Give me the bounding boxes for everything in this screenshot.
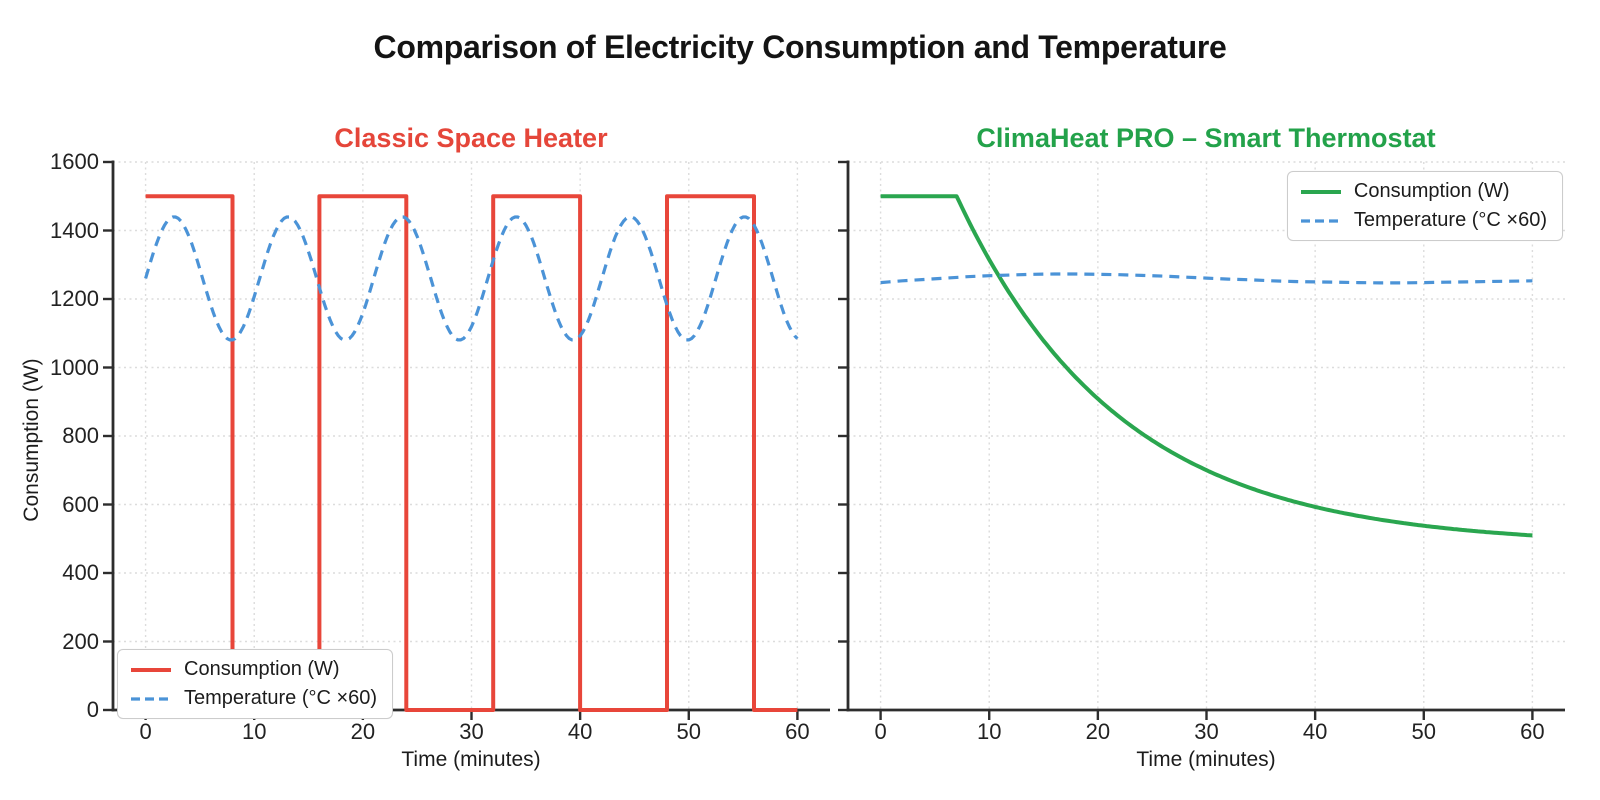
left-plot-canvas <box>103 160 830 720</box>
legend-item-consumption: Consumption (W) <box>130 657 377 682</box>
legend-label-temperature: Temperature (°C ×60) <box>184 687 378 709</box>
right-plot-title: ClimaHeat PRO – Smart Thermostat <box>976 123 1436 153</box>
left-plot-title: Classic Space Heater <box>334 123 608 153</box>
legend-item-consumption: Consumption (W) <box>1300 179 1547 204</box>
x-tick-label: 50 <box>1411 719 1437 744</box>
y-tick-label: 1200 <box>50 286 99 311</box>
legend-item-temperature: Temperature (°C ×60) <box>130 686 377 711</box>
figure-title: Comparison of Electricity Consumption an… <box>373 29 1227 65</box>
x-tick-label: 0 <box>874 719 887 744</box>
y-tick-label: 1400 <box>50 217 99 243</box>
y-tick-label: 600 <box>62 491 99 517</box>
x-tick-label: 50 <box>676 719 702 744</box>
x-tick-label: 10 <box>976 719 1002 744</box>
right-x-axis-label: Time (minutes) <box>1136 748 1276 771</box>
y-tick-label: 0 <box>86 697 99 722</box>
left-legend: Consumption (W) Temperature (°C ×60) <box>117 649 394 719</box>
y-tick-label: 800 <box>62 423 99 448</box>
temperature-line <box>880 272 1533 285</box>
y-tick-label: 200 <box>62 628 99 654</box>
blue-dashed-line-swatch <box>1300 218 1341 223</box>
right-plot-canvas <box>838 160 1565 720</box>
legend-item-temperature: Temperature (°C ×60) <box>1300 208 1547 233</box>
blue-dashed-line-swatch <box>131 696 171 701</box>
temperature-line <box>144 215 799 342</box>
legend-label-temperature: Temperature (°C ×60) <box>1353 209 1547 231</box>
x-tick-label: 30 <box>1194 719 1219 744</box>
left-x-axis-label: Time (minutes) <box>401 748 541 771</box>
legend-label-consumption: Consumption (W) <box>184 658 340 680</box>
right-legend: Consumption (W) Temperature (°C ×60) <box>1286 171 1563 241</box>
left-plot-area <box>103 160 830 720</box>
legend-label-consumption: Consumption (W) <box>1353 180 1510 202</box>
red-solid-line-swatch <box>131 667 171 672</box>
x-tick-label: 30 <box>459 719 484 744</box>
x-tick-label: 20 <box>350 719 376 744</box>
green-solid-line-swatch <box>1300 189 1341 194</box>
y-tick-label: 1600 <box>50 149 99 174</box>
x-tick-label: 40 <box>567 719 593 744</box>
x-tick-label: 60 <box>785 719 810 744</box>
right-plot-area <box>838 160 1565 720</box>
x-tick-label: 0 <box>139 719 152 744</box>
x-tick-label: 60 <box>1520 719 1545 744</box>
x-tick-label: 10 <box>241 719 267 744</box>
consumption-line <box>880 194 1533 538</box>
x-tick-label: 40 <box>1302 719 1328 744</box>
y-tick-label: 1000 <box>50 354 99 380</box>
x-tick-label: 20 <box>1085 719 1111 744</box>
y-tick-label: 400 <box>62 560 99 585</box>
